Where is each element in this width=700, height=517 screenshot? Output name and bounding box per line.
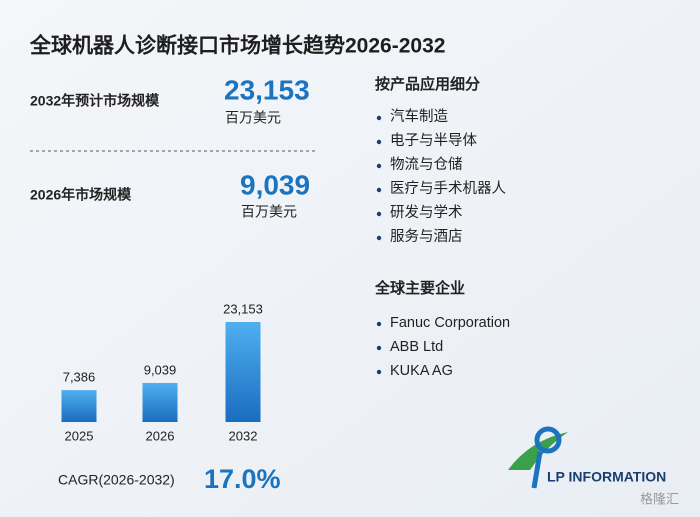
- company-item: ABB Ltd: [390, 339, 443, 355]
- watermark: 格隆汇: [640, 491, 679, 506]
- logo-icon: [508, 426, 568, 489]
- bullet: [376, 211, 382, 217]
- stat-label: 2026年市场规模: [30, 187, 132, 203]
- segment-item: 医疗与手术机器人: [390, 180, 506, 197]
- segment-title: 按产品应用细分: [375, 75, 480, 93]
- stat-label: 2032年预计市场规模: [30, 93, 160, 109]
- stat-value: 9,039: [240, 169, 310, 200]
- company-item: Fanuc Corporation: [390, 315, 510, 331]
- title: 全球机器人诊断接口市场增长趋势2026-2032: [29, 34, 445, 58]
- bar: [225, 322, 261, 422]
- company-title: 全球主要企业: [374, 279, 465, 297]
- company-item: KUKA AG: [390, 363, 453, 379]
- value-label: 7,386: [63, 370, 96, 385]
- category-label: 2025: [65, 428, 94, 443]
- segment-item: 物流与仓储: [390, 156, 463, 173]
- segment-item: 服务与酒店: [390, 228, 463, 245]
- bullet: [376, 235, 382, 241]
- stat-unit: 百万美元: [241, 204, 297, 220]
- segment-item: 电子与半导体: [390, 132, 477, 149]
- segment-item: 研发与学术: [390, 204, 463, 221]
- bullet: [376, 139, 382, 145]
- cagr-label: CAGR(2026-2032): [58, 472, 175, 488]
- bullet: [376, 321, 382, 327]
- stat-value: 23,153: [224, 74, 310, 105]
- value-label: 23,153: [223, 301, 263, 316]
- bar: [142, 382, 178, 422]
- cagr-value: 17.0%: [204, 464, 281, 494]
- logo-text: LP INFORMATION: [547, 469, 666, 485]
- category-label: 2026: [146, 428, 175, 443]
- bullet: [376, 163, 382, 169]
- stat-unit: 百万美元: [225, 110, 281, 126]
- bullet: [376, 345, 382, 351]
- bullet: [376, 115, 382, 121]
- category-label: 2032: [229, 428, 258, 443]
- bullet: [376, 187, 382, 193]
- bar: [61, 390, 97, 422]
- value-label: 9,039: [144, 362, 177, 377]
- bullet: [376, 369, 382, 375]
- segment-item: 汽车制造: [390, 108, 448, 125]
